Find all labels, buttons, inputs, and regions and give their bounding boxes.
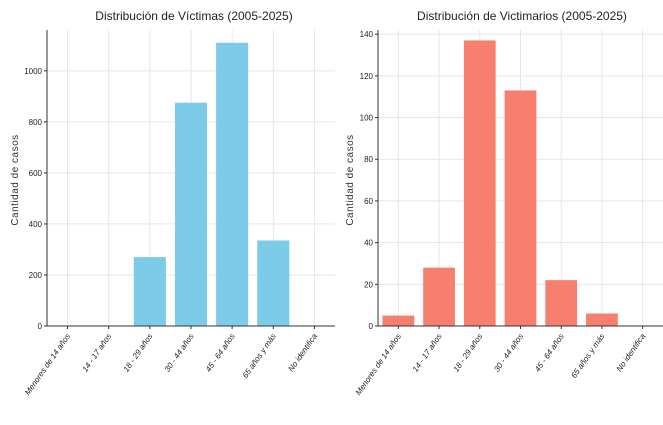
x-tick-label: 65 años y más	[241, 332, 278, 380]
victimarios-chart: Distribución de Victimarios (2005-2025) …	[345, 9, 663, 397]
y-tick-label: 120	[360, 72, 374, 81]
x-tick-label: 65 años y más	[569, 332, 606, 380]
y-tick-label: 1000	[24, 67, 42, 76]
bar-victimas-2	[133, 257, 166, 326]
x-tick-label: 14 - 17 años	[80, 332, 113, 374]
x-tick-label: 18 - 29 años	[452, 332, 485, 374]
y-tick-label: 200	[29, 271, 43, 280]
x-tick-label: 14 - 17 años	[411, 332, 444, 374]
y-tick-label: 100	[360, 114, 374, 123]
bar-victimas-5	[257, 240, 290, 326]
bar-victimarios-3	[504, 90, 537, 326]
x-tick-label: 45 - 64 años	[533, 332, 566, 374]
y-tick-label: 0	[38, 322, 43, 331]
bar-victimarios-1	[423, 267, 455, 326]
x-tick-label: No identifica	[286, 332, 319, 374]
x-tick-label: 30 - 44 años	[492, 332, 525, 374]
y-tick-label: 600	[29, 169, 43, 178]
x-tick-label: Menores de 14 años	[23, 332, 72, 397]
y-tick-label: 140	[360, 30, 374, 39]
y-axis-label-victimarios: Cantidad de casos	[345, 134, 356, 225]
y-tick-label: 80	[364, 155, 373, 164]
x-tick-label: 45 - 64 años	[204, 332, 237, 374]
y-tick-label: 20	[364, 280, 373, 289]
victimas-chart: Distribución de Víctimas (2005-2025) Can…	[10, 9, 335, 397]
bar-victimas-3	[174, 102, 208, 326]
bar-victimas-4	[216, 42, 249, 327]
bar-victimarios-2	[463, 40, 496, 326]
y-tick-label: 40	[364, 239, 373, 248]
y-axis-label-victimas: Cantidad de casos	[10, 134, 21, 225]
chart-title-victimarios: Distribución de Victimarios (2005-2025)	[417, 9, 627, 23]
y-tick-label: 60	[364, 197, 373, 206]
bar-victimarios-0	[382, 315, 415, 326]
bar-victimarios-4	[545, 280, 578, 326]
x-tick-label: 18 - 29 años	[122, 332, 155, 374]
x-tick-label: No identifica	[615, 332, 648, 374]
y-tick-label: 800	[29, 118, 43, 127]
y-tick-label: 400	[29, 220, 43, 229]
x-tick-label: Menores de 14 años	[354, 332, 403, 397]
bar-victimarios-5	[586, 313, 618, 326]
x-tick-label: 30 - 44 años	[163, 332, 196, 374]
chart-title-victimas: Distribución de Víctimas (2005-2025)	[95, 9, 292, 23]
y-tick-label: 0	[369, 322, 374, 331]
